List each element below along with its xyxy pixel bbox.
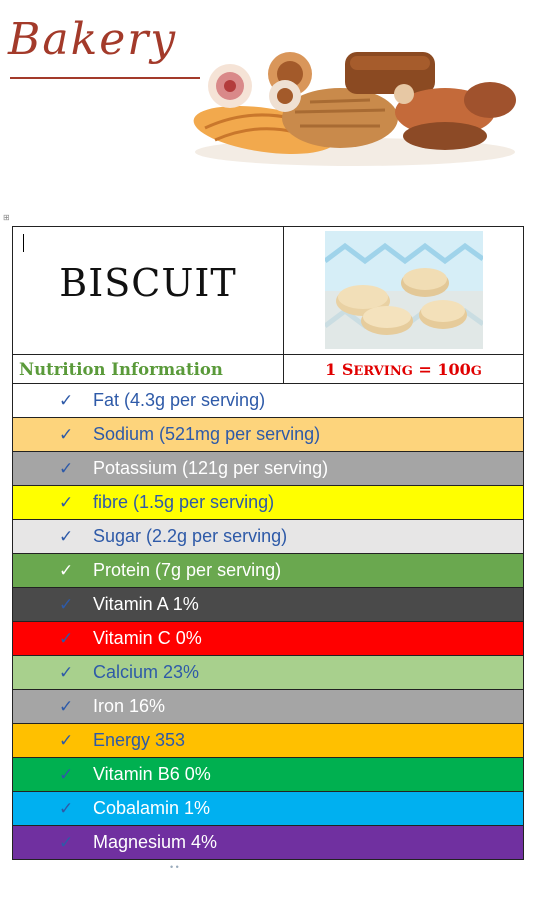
nutrient-cell[interactable]: ✓ Vitamin A 1%	[12, 587, 524, 622]
nutrient-row: ✓ Potassium (121g per serving)	[12, 451, 524, 486]
nutrient-row: ✓ Fat (4.3g per serving)	[12, 383, 524, 418]
nutrient-row: ✓ Sugar (2.2g per serving)	[12, 519, 524, 554]
photo-cell[interactable]	[283, 226, 524, 355]
checkmark-icon: ✓	[59, 527, 74, 546]
nutrient-label: Sodium (521mg per serving)	[93, 424, 321, 444]
checkmark-icon: ✓	[59, 799, 74, 818]
nutrition-table: BISCUIT Nutrition Information 1 SERV	[12, 226, 524, 860]
checkmark-icon: ✓	[59, 663, 74, 682]
nutrient-label: fibre (1.5g per serving)	[93, 492, 275, 512]
checkmark-icon: ✓	[59, 731, 74, 750]
nutrient-cell[interactable]: ✓ Energy 353	[12, 723, 524, 758]
nutrient-row: ✓ Vitamin C 0%	[12, 621, 524, 656]
nutrient-cell[interactable]: ✓ Fat (4.3g per serving)	[12, 383, 524, 418]
checkmark-icon: ✓	[59, 595, 74, 614]
checkmark-icon: ✓	[59, 697, 74, 716]
nutrient-label: Sugar (2.2g per serving)	[93, 526, 288, 546]
nutrient-label: Calcium 23%	[93, 662, 200, 682]
nutrient-label: Vitamin B6 0%	[93, 764, 211, 784]
nutrient-label: Magnesium 4%	[93, 832, 218, 852]
nutrient-label: Iron 16%	[93, 696, 166, 716]
checkmark-icon: ✓	[59, 391, 74, 410]
nutrient-row: ✓ Vitamin B6 0%	[12, 757, 524, 792]
serving-size-label: 1 SERVING = 100G	[283, 354, 524, 384]
product-title: BISCUIT	[59, 261, 237, 305]
nutrient-row: ✓ Vitamin A 1%	[12, 587, 524, 622]
nutrition-information-label: Nutrition Information	[12, 354, 284, 384]
nutrient-label: Vitamin C 0%	[93, 628, 202, 648]
serving-word-initial: S	[341, 359, 354, 379]
table-anchor-icon[interactable]: ⊞	[3, 213, 10, 222]
nutrient-cell[interactable]: ✓ Sodium (521mg per serving)	[12, 417, 524, 452]
nutrient-cell[interactable]: ✓ Cobalamin 1%	[12, 791, 524, 826]
nutrient-cell[interactable]: ✓ Potassium (121g per serving)	[12, 451, 524, 486]
checkmark-icon: ✓	[59, 459, 74, 478]
checkmark-icon: ✓	[59, 629, 74, 648]
nutrient-label: Potassium (121g per serving)	[93, 458, 329, 478]
checkmark-icon: ✓	[59, 765, 74, 784]
serving-word-rest: ERVING	[353, 363, 413, 379]
checkmark-icon: ✓	[59, 561, 74, 580]
nutrient-list: ✓ Fat (4.3g per serving) ✓ Sodium (521mg pe…	[12, 383, 524, 860]
checkmark-icon: ✓	[59, 425, 74, 444]
checkmark-icon: ✓	[59, 833, 74, 852]
nutrient-cell[interactable]: ✓ Protein (7g per serving)	[12, 553, 524, 588]
nutrient-label: Protein (7g per serving)	[93, 560, 282, 580]
nutrient-label: Energy 353	[93, 730, 186, 750]
nutrient-cell[interactable]: ✓ Calcium 23%	[12, 655, 524, 690]
serving-unit: G	[470, 363, 482, 379]
checkmark-icon: ✓	[59, 493, 74, 512]
page-fragment-mark: • •	[170, 862, 179, 872]
nutrient-cell[interactable]: ✓ Iron 16%	[12, 689, 524, 724]
nutrient-row: ✓ Sodium (521mg per serving)	[12, 417, 524, 452]
bakery-pastries-illustration	[193, 52, 516, 166]
biscuits-photo	[324, 231, 483, 349]
nutrient-row: ✓ Magnesium 4%	[12, 825, 524, 860]
nutrient-row: ✓ Iron 16%	[12, 689, 524, 724]
text-cursor	[23, 234, 24, 252]
serving-number: 1	[325, 359, 337, 379]
nutrient-row: ✓ Energy 353	[12, 723, 524, 758]
nutrient-row: ✓ fibre (1.5g per serving)	[12, 485, 524, 520]
nutrient-cell[interactable]: ✓ fibre (1.5g per serving)	[12, 485, 524, 520]
nutrient-cell[interactable]: ✓ Vitamin B6 0%	[12, 757, 524, 792]
nutrient-cell[interactable]: ✓ Sugar (2.2g per serving)	[12, 519, 524, 554]
nutrient-cell[interactable]: ✓ Vitamin C 0%	[12, 621, 524, 656]
brand-underline	[10, 77, 200, 79]
title-cell[interactable]: BISCUIT	[12, 226, 284, 355]
serving-value: = 100	[418, 359, 471, 379]
nutrient-label: Cobalamin 1%	[93, 798, 211, 818]
nutrient-row: ✓ Calcium 23%	[12, 655, 524, 690]
nutrient-label: Fat (4.3g per serving)	[93, 390, 266, 410]
nutrient-row: ✓ Protein (7g per serving)	[12, 553, 524, 588]
nutrient-cell[interactable]: ✓ Magnesium 4%	[12, 825, 524, 860]
brand-title: Bakery	[8, 14, 178, 65]
nutrient-row: ✓ Cobalamin 1%	[12, 791, 524, 826]
nutrient-label: Vitamin A 1%	[93, 594, 199, 614]
